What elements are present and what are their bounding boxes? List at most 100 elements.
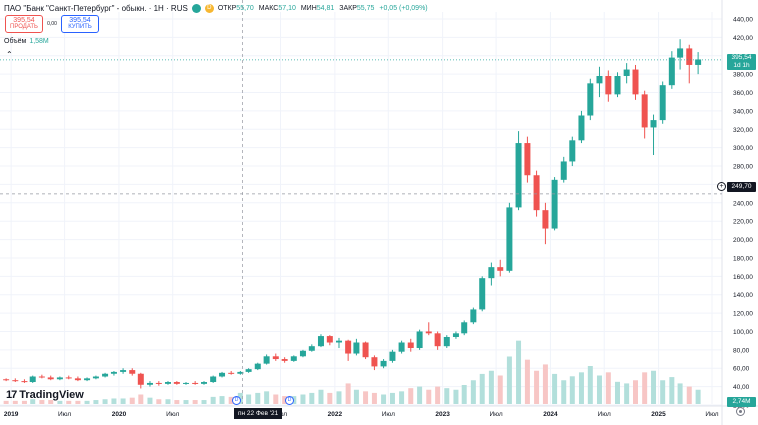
volume-bar [669, 377, 675, 404]
price-tick-label: 420,00 [733, 35, 753, 42]
candle-body [479, 278, 486, 310]
volume-bar [561, 380, 567, 404]
sell-button[interactable]: 395,54 ПРОДАТЬ [5, 15, 43, 33]
price-tick-label: 380,00 [733, 72, 753, 79]
volume-bar [156, 399, 162, 404]
add-alert-plus-icon[interactable]: + [717, 182, 726, 191]
price-tick-label: 120,00 [733, 311, 753, 318]
candle-body [21, 381, 28, 383]
candle-body [695, 59, 702, 65]
event-badge-icon[interactable]: D [204, 3, 214, 13]
candle-body [515, 143, 522, 208]
candle-body [263, 356, 270, 364]
volume-bar [426, 389, 432, 404]
candle-body [74, 378, 81, 381]
tradingview-logo[interactable]: 17 TradingView [6, 389, 84, 401]
volume-bar [12, 400, 18, 404]
candle-body [434, 333, 441, 347]
candle-body [272, 356, 279, 360]
candle-body [56, 377, 63, 380]
candle-body [587, 83, 594, 116]
candle-body [578, 115, 585, 141]
volume-bar [677, 383, 683, 404]
volume-bar [219, 396, 225, 404]
volume-bar [165, 399, 171, 404]
candle-body [506, 207, 513, 271]
candle-body [228, 372, 235, 374]
volume-bar [353, 389, 359, 404]
instrument-title[interactable]: ПАО "Банк "Санкт-Петербург" - обыкн. · 1… [4, 3, 188, 13]
candle-body [524, 143, 531, 176]
candle-body [155, 382, 162, 384]
candle-body [201, 382, 208, 384]
volume-bar [246, 394, 252, 404]
volume-bar [552, 373, 558, 404]
volume-bar [516, 340, 522, 404]
candle-body [173, 382, 180, 384]
price-tick-label: 200,00 [733, 237, 753, 244]
volume-bar [174, 400, 180, 404]
candle-body [38, 376, 45, 378]
settings-gear-icon[interactable] [736, 407, 745, 416]
candle-body [345, 340, 352, 354]
volume-bar [318, 389, 324, 404]
tradingview-logo-icon: 17 [6, 389, 17, 401]
time-tick-label: 2019 [4, 411, 19, 418]
price-tick-label: 80,00 [733, 347, 750, 354]
time-tick-label: Июл [598, 411, 611, 418]
volume-bar [336, 391, 342, 404]
candle-body [470, 309, 477, 323]
volume-bar [633, 380, 639, 404]
price-tick-label: 220,00 [733, 219, 753, 226]
time-tick-label: Июл [705, 411, 718, 418]
candle-body [192, 382, 199, 384]
candle-body [29, 376, 36, 383]
volume-bar [192, 400, 198, 404]
candle-body [219, 372, 226, 377]
volume-tag: 2,74M [727, 397, 756, 407]
volume-bar [84, 400, 90, 404]
volume-bar [506, 356, 512, 404]
volume-bar [614, 381, 620, 404]
volume-bar [578, 372, 584, 404]
time-tick-label: Июл [382, 411, 395, 418]
volume-bar [147, 397, 153, 404]
price-tick-label: 140,00 [733, 292, 753, 299]
volume-bar [255, 392, 261, 404]
collapse-legend-icon[interactable]: ⌃ [6, 50, 13, 59]
candle-body [686, 48, 693, 65]
candle-body [47, 377, 54, 380]
price-tick-label: 320,00 [733, 127, 753, 134]
candle-body [164, 382, 171, 384]
candle-body [668, 57, 675, 86]
candle-body [146, 382, 153, 385]
volume-bar [389, 392, 395, 404]
volume-bar [138, 394, 144, 404]
volume-bar [363, 391, 369, 404]
volume-bar [39, 400, 45, 404]
candle-body [137, 373, 144, 385]
dividend-marker-icon[interactable]: D [232, 396, 241, 405]
candle-body [650, 120, 657, 128]
trade-buttons: 395,54 ПРОДАТЬ 0,00 395,54 КУПИТЬ [5, 15, 99, 33]
volume-bar [488, 370, 494, 404]
candle-body [596, 75, 603, 84]
candle-body [84, 378, 91, 381]
volume-legend[interactable]: Объём 1,58M [4, 38, 49, 45]
volume-bar [399, 391, 405, 404]
volume-bar [309, 392, 315, 404]
volume-bar [75, 400, 81, 404]
candle-body [210, 376, 217, 383]
price-tick-label: 280,00 [733, 164, 753, 171]
volume-bar [660, 380, 666, 404]
volume-bar [282, 396, 288, 404]
time-tick-label: 2024 [543, 411, 558, 418]
price-tick-label: 360,00 [733, 90, 753, 97]
buy-button[interactable]: 395,54 КУПИТЬ [61, 15, 99, 33]
volume-bar [300, 394, 306, 404]
dividend-marker-icon[interactable]: D [285, 396, 294, 405]
candle-body [389, 351, 396, 361]
volume-bar [524, 359, 530, 404]
